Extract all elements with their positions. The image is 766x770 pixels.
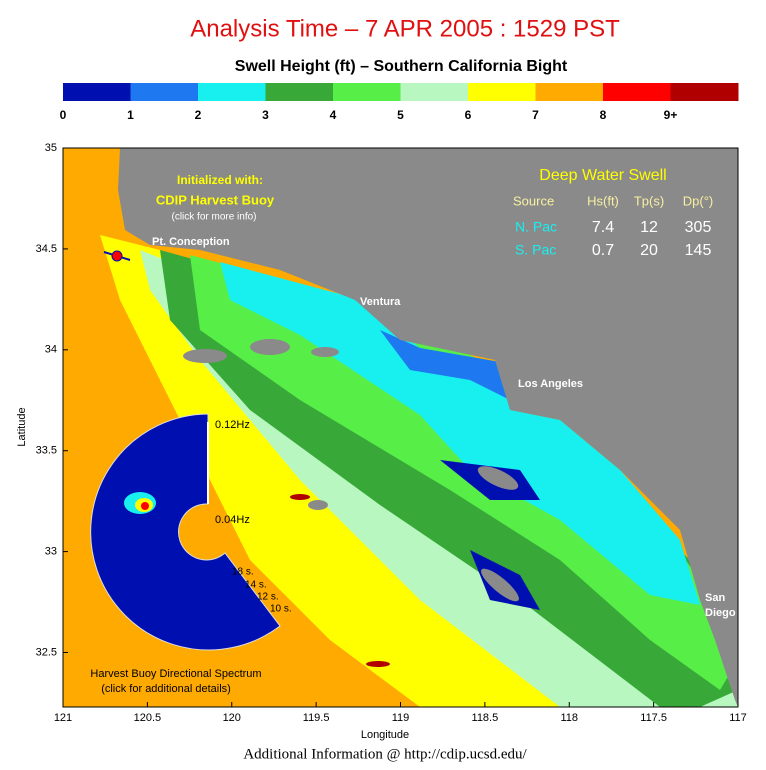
swell-zone [380,330,510,400]
x-tick-label: 117.5 [640,712,667,724]
swell-zone [470,550,540,610]
colorbar-cell [333,83,401,101]
swell-table-title: Deep Water Swell [539,167,666,184]
colorbar-cell [63,83,131,101]
table-header: Hs(ft) [587,193,619,208]
y-tick-label: 33 [45,546,57,558]
table-cell: 0.7 [592,242,614,259]
x-tick-label: 119.5 [303,712,330,724]
map [63,148,738,707]
frequency-label: 0.04Hz [215,514,250,526]
colorbar-cell [670,83,739,101]
colorbar-label: 2 [195,108,202,122]
colorbar-label: 4 [330,108,337,122]
y-tick-label: 34.5 [36,243,57,255]
buoy-link[interactable]: CDIP Harvest Buoy [156,192,275,207]
footer-link[interactable]: Additional Information @ http://cdip.ucs… [243,746,527,762]
table-header: Dp(°) [683,193,713,208]
table-cell: 20 [640,242,658,259]
colorbar-label: 1 [127,108,134,122]
table-cell: N. Pac [515,219,557,235]
colorbar-label: 6 [465,108,472,122]
colorbar-cell [603,83,671,101]
period-label: 10 s. [270,604,292,615]
x-tick-label: 118.5 [472,712,499,724]
x-tick-label: 120.5 [134,712,162,724]
title: Analysis Time – 7 APR 2005 : 1529 PST [190,15,620,42]
place-label: Los Angeles [518,378,583,390]
place-label: San [705,592,725,604]
x-axis-title: Longitude [361,729,409,741]
place-label: Diego [705,607,736,619]
spectrum-caption[interactable]: (click for additional details) [101,683,231,695]
x-tick-label: 121 [54,712,72,724]
colorbar-label: 5 [397,108,404,122]
island [250,339,290,355]
colorbar-cell [265,83,334,101]
swell-zone [220,262,700,605]
period-label: 18 s. [232,567,254,578]
subtitle: Swell Height (ft) – Southern California … [235,58,568,75]
hot-spot [366,661,390,667]
island [311,347,339,357]
buoy-text[interactable]: Initialized with: [177,173,263,187]
colorbar: 0 1 2 3 4 5 6 7 8 9+ [60,83,739,122]
x-tick-label: 120 [223,712,241,724]
y-axis-title: Latitude [16,407,28,446]
place-label: Pt. Conception [152,236,230,248]
island [481,568,519,602]
place-label: Ventura [360,296,401,308]
table-cell: 7.4 [592,219,614,236]
colorbar-cell [535,83,604,101]
spectrum[interactable] [90,413,281,651]
spectrum-caption[interactable]: Harvest Buoy Directional Spectrum [90,668,261,680]
buoy-marker[interactable] [111,250,123,262]
table-cell: 12 [640,219,658,236]
x-tick-label: 119 [392,712,410,724]
island [477,466,519,490]
table-cell: 145 [685,242,712,259]
spectrum-wedge[interactable] [90,413,281,651]
table-cell: S. Pac [515,242,556,258]
y-tick-label: 33.5 [36,445,57,457]
colorbar-label: 9+ [664,108,678,122]
swell-table: Source Hs(ft) Tp(s) Dp(°) N. Pac 7.4 12 305 S. P… [513,193,713,259]
y-tick-label: 35 [45,142,57,154]
period-label: 12 s. [257,592,279,603]
table-header: Source [513,193,554,208]
period-label: 14 s. [245,580,267,591]
table-header: Tp(s) [634,193,664,208]
colorbar-cell [130,83,199,101]
axes: 121 120.5 120 119.5 119 118.5 118 117.5 117 32.5 3… [36,142,747,724]
island [290,494,310,500]
colorbar-label: 7 [532,108,539,122]
buoy-link-hint[interactable]: (click for more info) [171,212,256,223]
x-tick-label: 117 [729,712,747,724]
table-cell: 305 [685,219,712,236]
colorbar-label: 8 [600,108,607,122]
colorbar-label: 0 [60,108,67,122]
x-tick-label: 118 [560,712,578,724]
island [308,500,328,510]
colorbar-cell [468,83,536,101]
spectrum-peak [141,502,149,510]
colorbar-cell [198,83,266,101]
y-tick-label: 32.5 [36,646,57,658]
y-tick-label: 34 [45,344,57,356]
land [118,148,738,707]
island [183,349,227,363]
colorbar-label: 3 [262,108,269,122]
colorbar-cell [400,83,469,101]
frequency-label: 0.12Hz [215,419,250,431]
